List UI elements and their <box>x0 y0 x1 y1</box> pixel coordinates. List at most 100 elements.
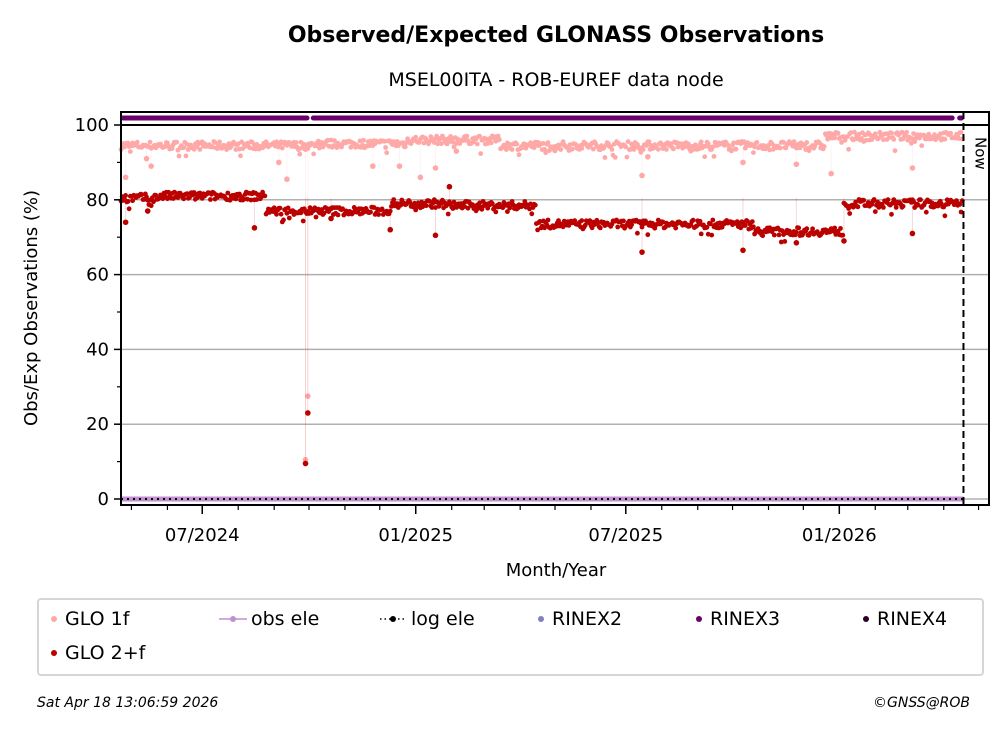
legend: GLO 1f obs ele log ele RINEX2 RINEX3 RINEX4 GL… <box>37 598 984 676</box>
data-point <box>262 193 268 199</box>
data-point <box>751 150 756 156</box>
data-point <box>127 149 133 155</box>
data-point <box>579 146 585 151</box>
data-point <box>835 130 841 136</box>
data-point <box>489 201 495 206</box>
data-point <box>690 217 696 223</box>
data-point <box>794 229 799 235</box>
data-point <box>174 139 180 145</box>
outlier-point <box>387 226 394 233</box>
data-point <box>719 224 725 230</box>
legend-item-glo-1f: GLO 1f <box>47 608 129 630</box>
data-point <box>125 199 131 204</box>
data-point <box>400 140 406 146</box>
data-point <box>402 144 408 150</box>
data-point <box>384 150 390 156</box>
data-point <box>126 206 132 212</box>
data-point <box>153 192 159 198</box>
data-point <box>635 230 640 236</box>
data-point <box>509 147 515 152</box>
data-point <box>493 209 499 215</box>
outlier-point <box>305 393 311 399</box>
data-point <box>225 190 231 196</box>
data-point <box>348 144 354 150</box>
data-point <box>957 201 963 207</box>
legend-item-rinex4: RINEX4 <box>859 608 947 630</box>
data-point <box>311 151 316 157</box>
data-point <box>376 212 381 217</box>
outlier-point <box>305 410 311 416</box>
data-point <box>956 136 962 141</box>
data-point <box>671 146 676 152</box>
data-point <box>646 139 652 145</box>
y-tick-label: 60 <box>86 265 109 286</box>
data-point <box>926 131 932 137</box>
data-point <box>277 205 283 211</box>
data-point <box>923 209 929 215</box>
axes: 0 20 40 60 80 100 07/2024 01/2025 07/2025 01/2026 <box>75 111 990 546</box>
data-point <box>840 232 846 238</box>
data-point <box>507 205 513 211</box>
series-glo-2-f <box>118 183 965 467</box>
outlier-point <box>639 249 645 255</box>
data-point <box>570 146 575 152</box>
data-point <box>754 140 760 145</box>
legend-item-obs-ele: obs ele <box>219 608 319 630</box>
data-point <box>698 231 704 237</box>
data-point <box>777 145 783 151</box>
data-point <box>900 203 906 209</box>
data-point <box>708 221 713 227</box>
data-point <box>514 141 520 147</box>
data-point <box>479 206 485 212</box>
data-point <box>704 224 710 230</box>
data-point <box>197 147 203 152</box>
y-tick-label: 100 <box>75 115 109 136</box>
data-point <box>889 130 894 136</box>
data-point <box>379 206 385 212</box>
data-point <box>445 211 451 217</box>
x-tick-label: 01/2026 <box>802 525 877 546</box>
data-point <box>872 209 878 215</box>
outlier-point <box>432 232 439 239</box>
data-point <box>130 198 136 204</box>
data-point <box>839 140 844 145</box>
data-point <box>821 144 827 149</box>
data-point <box>278 211 284 217</box>
data-marks <box>118 115 965 502</box>
data-point <box>625 139 631 145</box>
data-point <box>434 133 439 139</box>
data-point <box>891 137 897 142</box>
data-point <box>181 145 187 151</box>
data-point <box>853 199 858 205</box>
data-point <box>175 195 181 201</box>
outlier-point <box>645 153 651 160</box>
data-point <box>532 202 538 208</box>
outlier-point <box>276 159 282 166</box>
data-point <box>810 226 815 232</box>
data-point <box>238 153 243 159</box>
data-point <box>429 205 435 210</box>
outlier-point <box>143 155 150 162</box>
data-point <box>217 139 223 145</box>
data-point <box>465 205 471 211</box>
data-point <box>690 147 696 152</box>
now-label: Now <box>971 137 989 170</box>
legend-item-rinex3: RINEX3 <box>692 608 780 630</box>
gridlines <box>121 199 989 500</box>
data-point <box>248 197 254 203</box>
data-point <box>488 140 494 146</box>
data-point <box>195 195 201 201</box>
data-point <box>899 129 905 135</box>
chart-title: Observed/Expected GLONASS Observations <box>288 23 824 48</box>
data-point <box>760 233 766 239</box>
outlier-point <box>453 148 460 154</box>
data-point <box>832 135 838 141</box>
data-point <box>125 140 131 146</box>
data-point <box>852 129 857 135</box>
data-point <box>686 141 691 147</box>
data-point <box>664 147 669 152</box>
data-point <box>886 135 892 141</box>
data-point <box>233 147 239 152</box>
legend-marker-icon <box>863 616 869 622</box>
data-point <box>387 208 393 214</box>
